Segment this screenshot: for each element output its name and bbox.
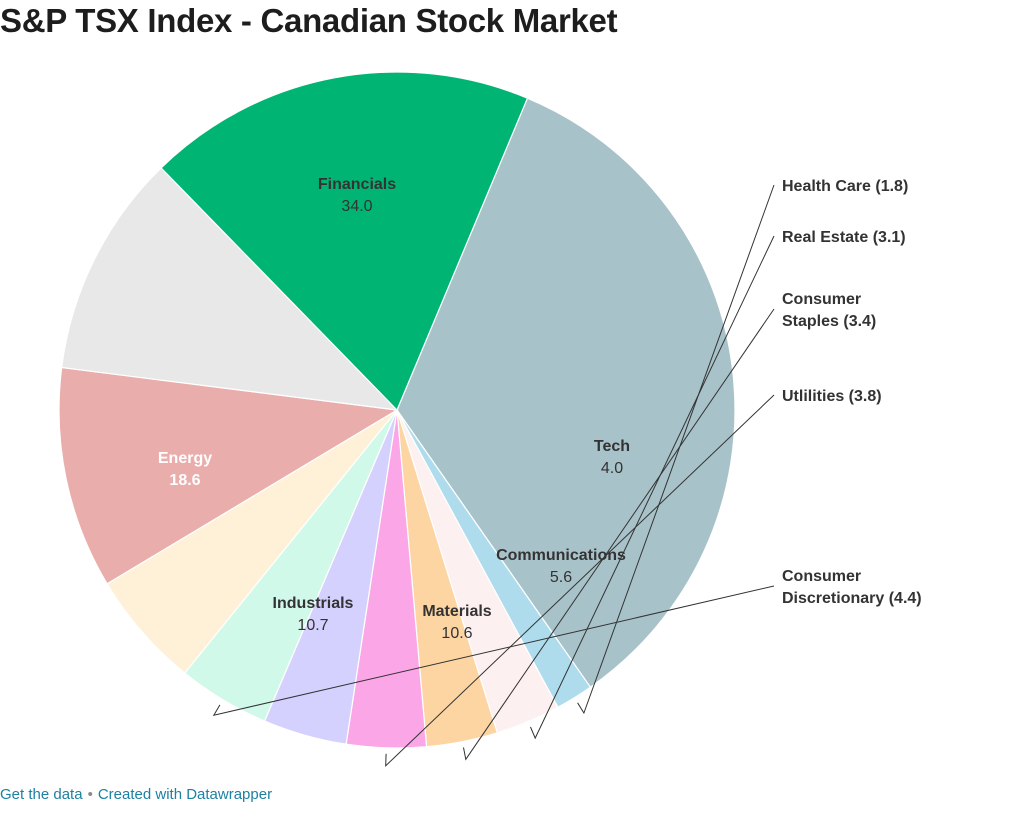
slice-financials[interactable] — [396, 97, 736, 689]
slice-energy[interactable] — [160, 71, 529, 412]
slice-label-real-estate: Real Estate (3.1) — [782, 229, 906, 246]
slice-label-industrials: Industrials — [273, 595, 354, 612]
slice-value-financials: 34.0 — [341, 198, 372, 215]
created-with-link[interactable]: Created with Datawrapper — [97, 786, 273, 803]
slice-label-utlilities: Utlilities (3.8) — [782, 388, 882, 405]
slice-label-materials: Materials — [422, 603, 491, 620]
slice-label-consumer-discretionary-line-2: Discretionary (4.4) — [782, 590, 922, 607]
chart-title: S&P TSX Index - Canadian Stock Market — [0, 2, 618, 39]
slice-label-tech: Tech — [594, 438, 630, 455]
slice-label-consumer-staples-line-1: Consumer — [782, 291, 861, 308]
slice-value-materials: 10.6 — [441, 625, 472, 642]
slice-label-energy: Energy — [158, 450, 212, 467]
leader-line-consumer-staples — [463, 308, 775, 761]
slice-value-communications: 5.6 — [550, 569, 572, 586]
slice-materials[interactable] — [58, 366, 399, 585]
slice-label-consumer-staples-line-2: Staples (3.4) — [782, 313, 876, 330]
leader-line-real-estate — [530, 235, 775, 740]
slice-value-industrials: 10.7 — [297, 617, 328, 634]
footer: Get the data • Created with Datawrapper — [0, 786, 272, 803]
slice-industrials[interactable] — [61, 167, 399, 411]
leader-line-health-care — [577, 184, 775, 715]
leader-line-utlilities — [385, 394, 775, 768]
slice-label-financials: Financials — [318, 176, 396, 193]
slice-label-health-care: Health Care (1.8) — [782, 178, 908, 195]
slice-value-energy: 18.6 — [169, 472, 200, 489]
get-data-link[interactable]: Get the data — [0, 786, 83, 803]
footer-separator: • — [87, 786, 93, 803]
slice-value-tech: 4.0 — [601, 460, 623, 477]
slice-label-consumer-discretionary-line-1: Consumer — [782, 568, 861, 585]
slice-label-communications: Communications — [496, 547, 626, 564]
leader-line-consumer-discretionary — [212, 585, 775, 716]
